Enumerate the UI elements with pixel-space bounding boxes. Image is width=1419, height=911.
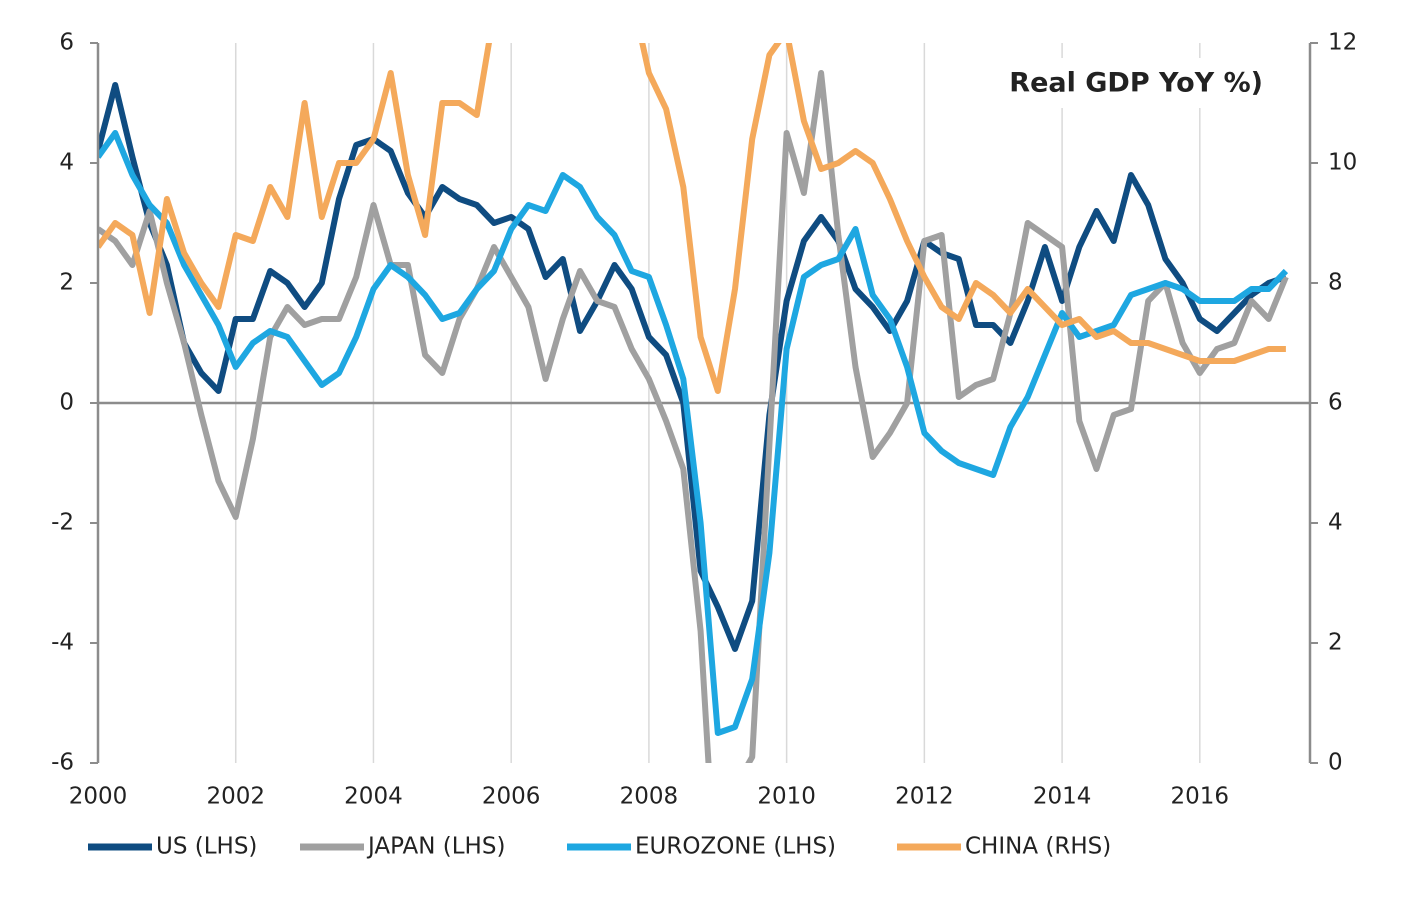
y-tick-label: -4 — [51, 630, 74, 656]
y-tick-label: -6 — [51, 750, 74, 776]
legend-label: US (LHS) — [156, 834, 257, 860]
x-tick-label: 2008 — [620, 784, 679, 810]
y-tick-label: 2 — [59, 270, 74, 296]
series-line — [98, 82, 1287, 652]
y2-tick-label: 0 — [1328, 750, 1343, 776]
y2-tick-label: 8 — [1328, 270, 1343, 296]
y-tick-label: 4 — [59, 150, 74, 176]
y-tick-label: -2 — [51, 510, 74, 536]
legend-label: CHINA (RHS) — [965, 834, 1111, 860]
series-line — [98, 130, 1289, 736]
legend-label: JAPAN (LHS) — [366, 834, 505, 860]
y2-tick-label: 4 — [1328, 510, 1343, 536]
x-tick-label: 2004 — [344, 784, 403, 810]
y2-tick-label: 12 — [1328, 30, 1357, 56]
title-box — [990, 58, 1290, 108]
y2-tick-label: 6 — [1328, 390, 1343, 416]
legend-label: EUROZONE (LHS) — [635, 834, 836, 860]
y2-tick-label: 10 — [1328, 150, 1357, 176]
y2-tick-label: 2 — [1328, 630, 1343, 656]
x-tick-label: 2000 — [69, 784, 128, 810]
x-tick-label: 2014 — [1033, 784, 1092, 810]
x-tick-label: 2010 — [757, 784, 816, 810]
x-tick-label: 2006 — [482, 784, 541, 810]
y-tick-label: 6 — [59, 30, 74, 56]
chart-title: Real GDP YoY %) — [1009, 68, 1263, 99]
x-tick-label: 2002 — [206, 784, 265, 810]
x-tick-label: 2012 — [895, 784, 954, 810]
series-line — [98, 70, 1289, 763]
y-tick-label: 0 — [59, 390, 74, 416]
x-tick-label: 2016 — [1171, 784, 1230, 810]
series-line — [98, 43, 1286, 394]
